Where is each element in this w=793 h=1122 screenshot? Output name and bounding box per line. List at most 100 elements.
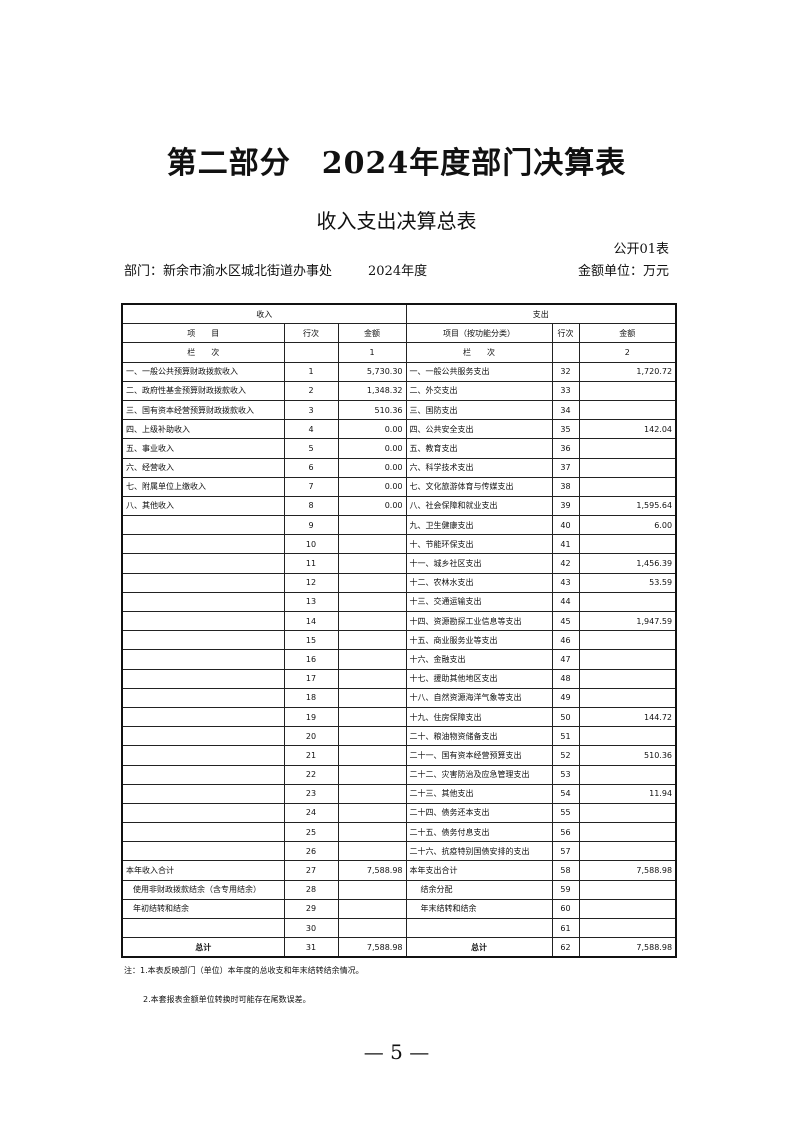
income-item: [121, 572, 285, 593]
expense-item: 二十三、其他支出: [405, 783, 553, 804]
expense-row-no: 49: [551, 687, 580, 708]
income-row-no: 21: [283, 745, 339, 766]
expense-amount: 53.59: [578, 572, 677, 593]
income-item: [121, 515, 285, 536]
income-item: 本年收入合计: [121, 860, 285, 881]
income-row-no: 8: [283, 495, 339, 517]
income-row-no: 27: [283, 860, 339, 881]
expense-amount: [578, 764, 677, 785]
column-number-row: 栏 次 1 栏 次 2: [121, 342, 677, 363]
income-item: 六、经营收入: [121, 457, 285, 478]
expense-row-no: 39: [551, 495, 580, 517]
col-row-no: 行次: [551, 323, 580, 344]
department-label: 部门：新余市渝水区城北街道办事处: [124, 264, 333, 279]
income-amount: 0.00: [337, 495, 407, 517]
income-row-no: 29: [283, 898, 339, 920]
expense-row-no: 62: [551, 937, 580, 958]
expense-item: 二、外交支出: [405, 380, 553, 401]
expense-amount: [578, 822, 677, 843]
expense-item: 二十六、抗疫特别国债安排的支出: [405, 841, 553, 862]
income-item: [121, 668, 285, 689]
income-item: 七、附属单位上缴收入: [121, 476, 285, 497]
table-row: 本年收入合计 27 7,588.98 本年支出合计 58 7,588.98: [121, 860, 677, 881]
income-row-no: 31: [283, 937, 339, 958]
income-amount: [337, 822, 407, 843]
lan-ci: 栏 次: [121, 342, 285, 363]
expense-row-no: 50: [551, 706, 580, 728]
table-row: 15 十五、商业服务业等支出 46: [121, 630, 677, 651]
expense-amount: [578, 841, 677, 862]
table-row: 16 十六、金融支出 47: [121, 649, 677, 670]
table-row: 三、国有资本经营预算财政拨款收入 3 510.36 三、国防支出 34: [121, 399, 677, 421]
empty-cell: [551, 342, 580, 363]
expense-row-no: 32: [551, 361, 580, 382]
income-amount: 5,730.30: [337, 361, 407, 382]
income-row-no: 13: [283, 591, 339, 613]
income-item: [121, 745, 285, 766]
table-row: 六、经营收入 6 0.00 六、科学技术支出 37: [121, 457, 677, 478]
table-row: 22 二十二、灾害防治及应急管理支出 53: [121, 764, 677, 785]
income-row-no: 12: [283, 572, 339, 593]
expense-amount: 7,588.98: [578, 860, 677, 881]
table-row: 14 十四、资源勘探工业信息等支出 45 1,947.59: [121, 610, 677, 632]
income-row-no: 28: [283, 879, 339, 900]
col-row-no: 行次: [283, 323, 339, 344]
table-row: 10 十、节能环保支出 41: [121, 534, 677, 555]
expense-amount: 1,947.59: [578, 610, 677, 632]
expense-row-no: 57: [551, 841, 580, 862]
income-item: [121, 553, 285, 574]
expense-item: 十三、交通运输支出: [405, 591, 553, 613]
expense-item: 八、社会保障和就业支出: [405, 495, 553, 517]
fiscal-year: 2024年度: [368, 264, 428, 279]
income-item: [121, 687, 285, 708]
income-row-no: 18: [283, 687, 339, 708]
income-row-no: 1: [283, 361, 339, 382]
expense-amount: 7,588.98: [578, 937, 677, 958]
expense-item: 总计: [405, 937, 553, 958]
income-amount: [337, 534, 407, 555]
income-amount: [337, 572, 407, 593]
expense-amount: 510.36: [578, 745, 677, 766]
table-row: 五、事业收入 5 0.00 五、教育支出 36: [121, 438, 677, 459]
income-amount: [337, 783, 407, 804]
expense-row-no: 35: [551, 419, 580, 440]
income-row-no: 16: [283, 649, 339, 670]
income-item: [121, 802, 285, 824]
expense-row-no: 59: [551, 879, 580, 900]
income-item: 五、事业收入: [121, 438, 285, 459]
expense-amount: [578, 726, 677, 747]
table-row: 四、上级补助收入 4 0.00 四、公共安全支出 35 142.04: [121, 419, 677, 440]
income-row-no: 4: [283, 419, 339, 440]
income-item: [121, 649, 285, 670]
expense-item: 十一、城乡社区支出: [405, 553, 553, 574]
expense-item: 年末结转和结余: [405, 898, 553, 920]
form-number: 公开01表: [613, 242, 669, 257]
expense-row-no: 46: [551, 630, 580, 651]
expense-item: 十四、资源勘探工业信息等支出: [405, 610, 553, 632]
table-row: 21 二十一、国有资本经营预算支出 52 510.36: [121, 745, 677, 766]
table-row: 年初结转和结余 29 年末结转和结余 60: [121, 898, 677, 920]
expense-amount: 1,720.72: [578, 361, 677, 382]
col-number-1: 1: [337, 342, 407, 363]
income-row-no: 24: [283, 802, 339, 824]
income-amount: [337, 591, 407, 613]
income-row-no: 10: [283, 534, 339, 555]
expense-item: 五、教育支出: [405, 438, 553, 459]
expense-amount: 144.72: [578, 706, 677, 728]
income-amount: 1,348.32: [337, 380, 407, 401]
expense-row-no: 53: [551, 764, 580, 785]
expense-item: 四、公共安全支出: [405, 419, 553, 440]
expense-item: 结余分配: [405, 879, 553, 900]
income-item: [121, 783, 285, 804]
expense-item: 十八、自然资源海洋气象等支出: [405, 687, 553, 708]
income-item: [121, 706, 285, 728]
income-amount: [337, 802, 407, 824]
expense-item: 二十二、灾害防治及应急管理支出: [405, 764, 553, 785]
expense-item: 六、科学技术支出: [405, 457, 553, 478]
empty-cell: [283, 342, 339, 363]
expense-amount: 6.00: [578, 515, 677, 536]
expense-row-no: 60: [551, 898, 580, 920]
expense-item: [405, 917, 553, 939]
table-title: 收入支出决算总表: [316, 209, 477, 233]
expense-row-no: 44: [551, 591, 580, 613]
